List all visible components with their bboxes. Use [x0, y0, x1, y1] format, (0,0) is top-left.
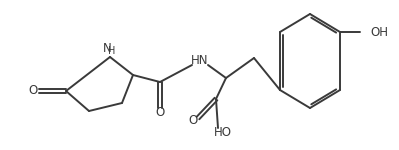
Text: N: N [103, 42, 111, 54]
Text: O: O [155, 106, 165, 120]
Text: OH: OH [370, 26, 388, 39]
Text: HO: HO [214, 126, 232, 138]
Text: HN: HN [191, 54, 209, 68]
Text: H: H [108, 46, 116, 56]
Text: O: O [28, 84, 38, 96]
Text: O: O [188, 114, 198, 126]
